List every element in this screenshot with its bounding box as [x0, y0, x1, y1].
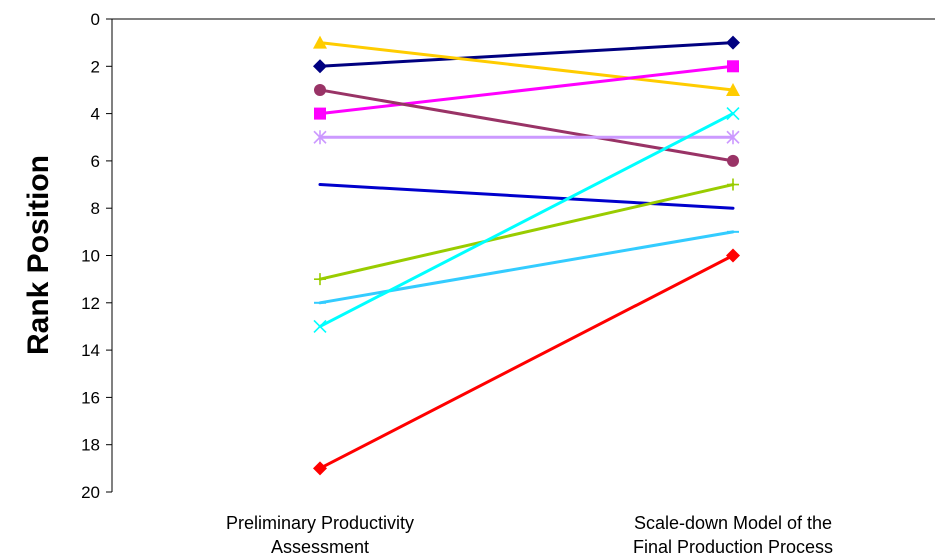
axes: 0 2 4 6 8 10 12 14 16 18 20 Preliminary Productivit…: [81, 10, 935, 557]
series-2: [313, 35, 740, 96]
series-line: [318, 41, 735, 92]
series-point: [314, 273, 326, 286]
series-line: [318, 254, 735, 470]
series-point: [313, 130, 327, 145]
series-5: [313, 130, 740, 145]
y-tick-label: 14: [81, 341, 100, 360]
series-point: [313, 461, 327, 476]
series-9: [313, 107, 740, 334]
series-line: [318, 64, 735, 116]
x-category-label: Final Production Process: [633, 537, 833, 557]
series-point: [313, 35, 327, 49]
series-line: [318, 183, 735, 210]
y-tick-label: 10: [81, 247, 100, 266]
series-line: [318, 88, 735, 163]
series-point: [313, 319, 327, 334]
series-7: [314, 178, 739, 286]
y-tick-label: 2: [91, 57, 100, 76]
y-axis-title: Rank Position: [22, 155, 55, 355]
series-4: [314, 83, 739, 167]
x-category-label: Assessment: [271, 537, 369, 557]
series-1: [313, 35, 740, 74]
series-line: [318, 41, 735, 68]
series-layer: [313, 35, 740, 476]
series-point: [727, 178, 739, 191]
series-point: [726, 248, 740, 263]
y-tick-label: 12: [81, 294, 100, 313]
series-3: [314, 60, 739, 120]
series-line: [318, 230, 735, 305]
series-point: [727, 154, 739, 167]
series-point: [314, 107, 326, 120]
series-point: [313, 59, 327, 74]
y-tick-label: 16: [81, 388, 100, 407]
series-line: [318, 183, 735, 281]
y-tick-label: 20: [81, 483, 100, 502]
y-tick-label: 4: [91, 105, 100, 124]
x-category-label: Scale-down Model of the: [634, 513, 832, 533]
y-tick-label: 18: [81, 436, 100, 455]
y-tick-label: 6: [91, 152, 100, 171]
series-10: [313, 248, 740, 476]
y-tick-label: 8: [91, 199, 100, 218]
series-point: [727, 60, 739, 73]
series-point: [726, 35, 740, 50]
series-point: [726, 130, 740, 145]
x-category-label: Preliminary Productivity: [226, 513, 414, 533]
series-line: [318, 112, 735, 328]
series-point: [726, 82, 740, 96]
series-point: [314, 83, 326, 96]
y-tick-label: 0: [91, 10, 100, 29]
series-point: [726, 107, 740, 121]
series-6: [318, 183, 735, 210]
